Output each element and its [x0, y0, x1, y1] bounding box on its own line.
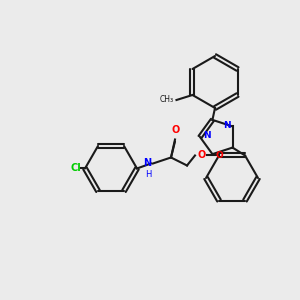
- Text: O: O: [172, 125, 180, 136]
- Text: H: H: [145, 170, 151, 179]
- Text: Cl: Cl: [70, 164, 81, 173]
- Text: O: O: [198, 151, 206, 160]
- Text: N: N: [143, 158, 151, 169]
- Text: O: O: [215, 151, 223, 160]
- Text: N: N: [223, 121, 231, 130]
- Text: CH₃: CH₃: [159, 95, 173, 104]
- Text: N: N: [203, 131, 211, 140]
